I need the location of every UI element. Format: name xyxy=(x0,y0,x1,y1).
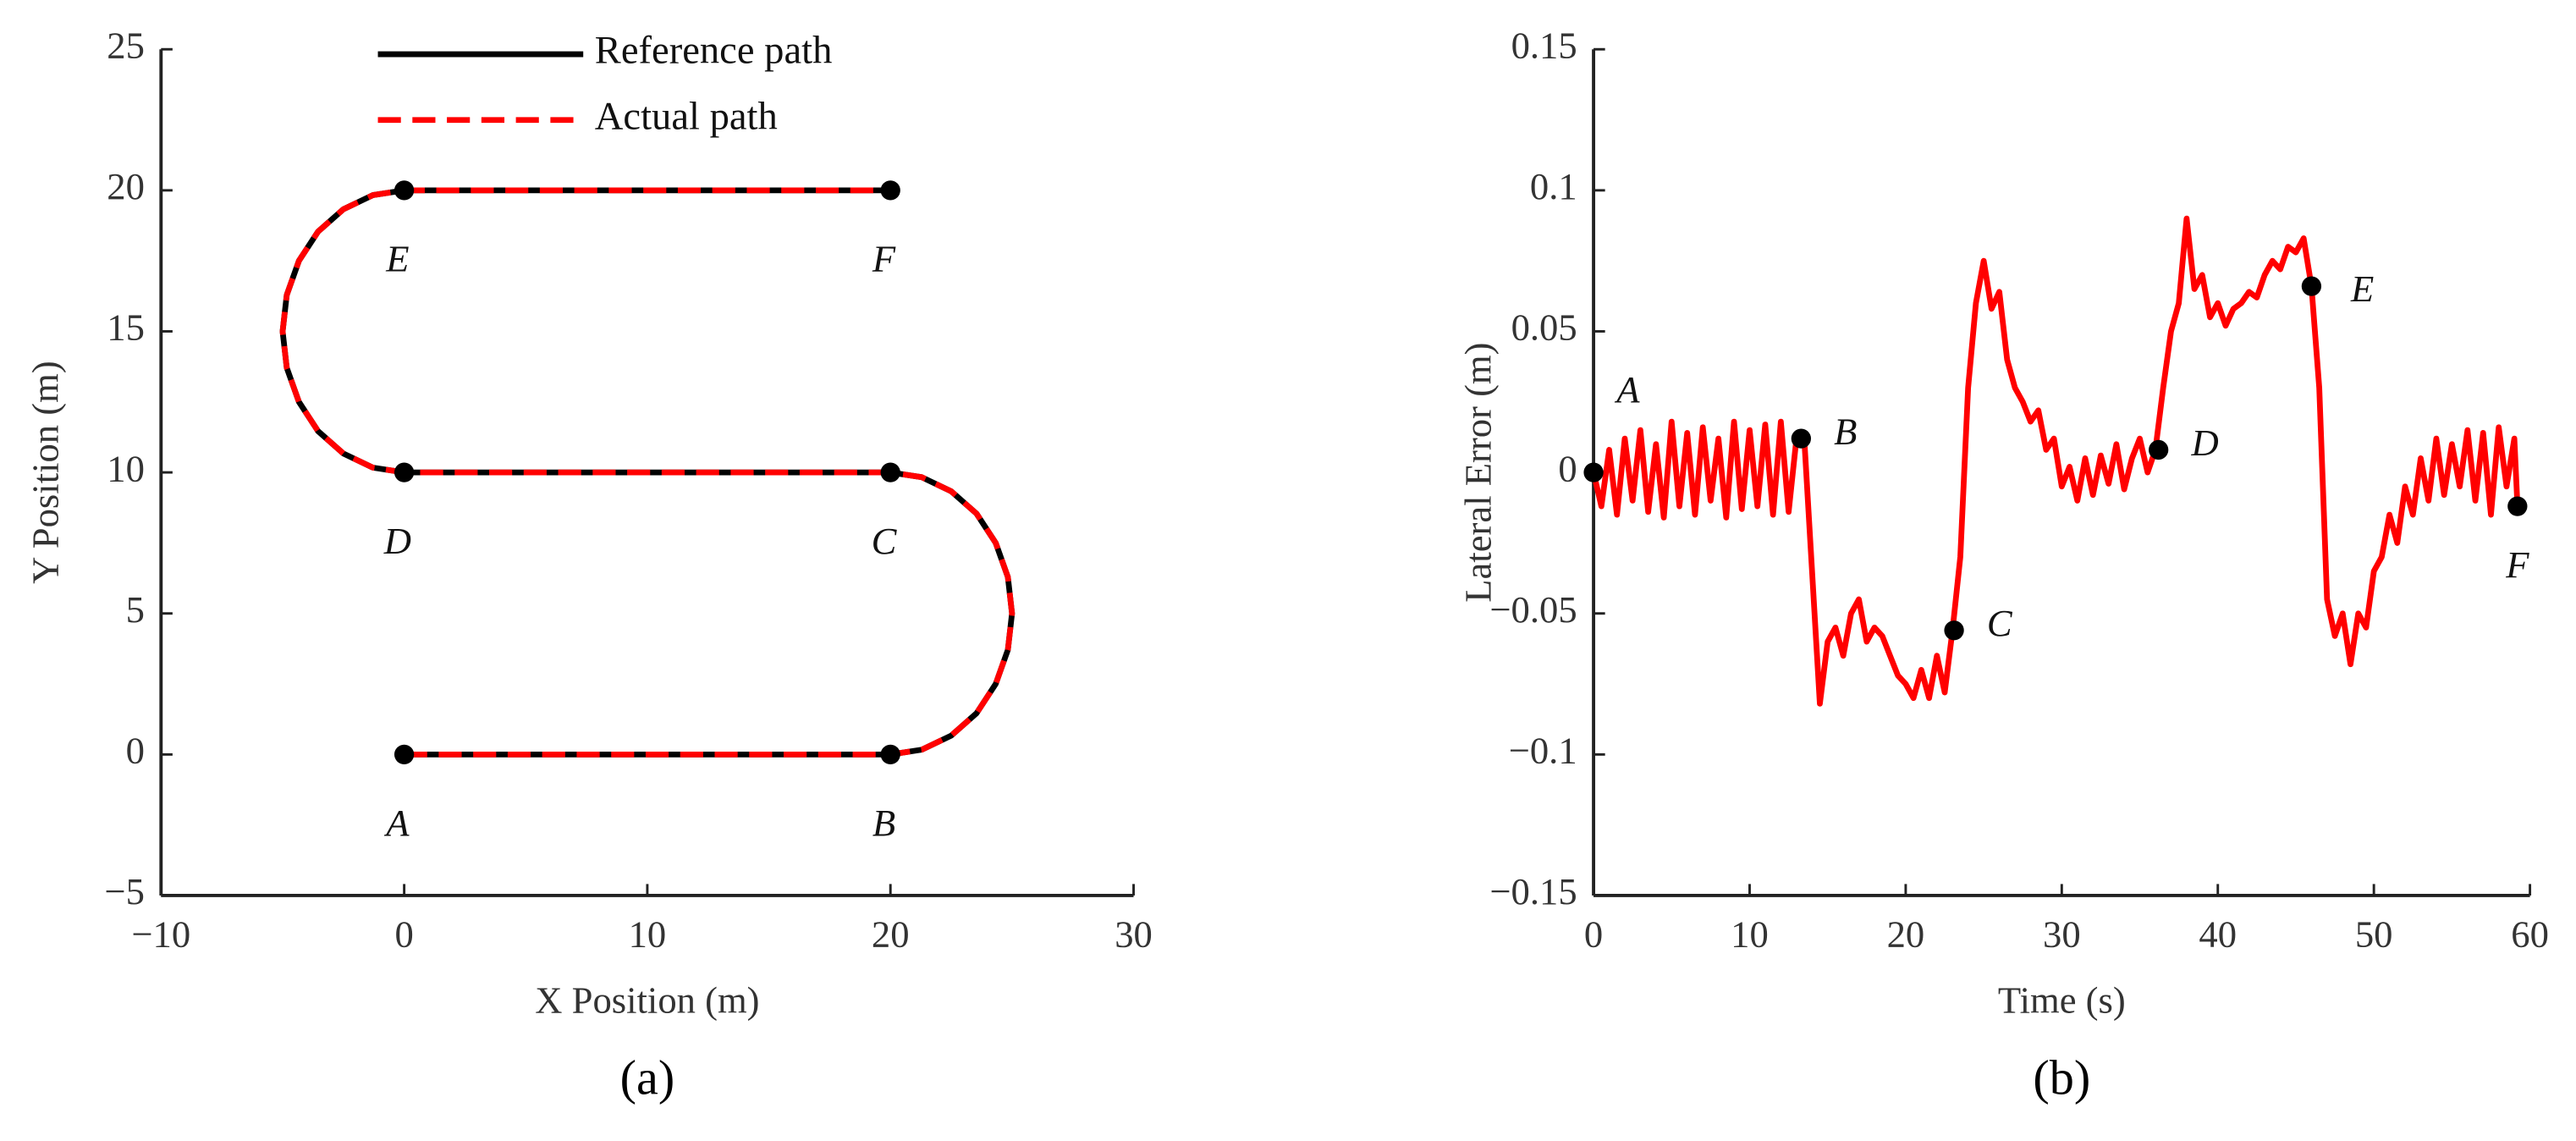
point-label: D xyxy=(2190,422,2218,464)
x-tick-label: 0 xyxy=(1584,913,1603,956)
point-marker xyxy=(1791,428,1811,449)
y-tick-label: 0.05 xyxy=(1511,306,1577,349)
point-label: B xyxy=(1834,410,1857,452)
panel-label: (a) xyxy=(620,1050,675,1105)
point-marker xyxy=(880,462,900,482)
y-tick-label: −0.05 xyxy=(1489,588,1577,631)
point-label: D xyxy=(383,520,411,562)
y-tick-label: 0 xyxy=(1558,447,1577,489)
point-label: C xyxy=(872,520,898,562)
point-marker xyxy=(394,180,415,201)
y-tick-label: 5 xyxy=(126,588,145,631)
y-tick-label: 20 xyxy=(107,165,145,207)
x-tick-label: 20 xyxy=(872,913,910,956)
point-marker xyxy=(394,462,415,482)
point-marker xyxy=(1583,462,1604,482)
point-marker xyxy=(2507,496,2528,516)
x-tick-label: 30 xyxy=(2043,913,2081,956)
y-tick-label: 0 xyxy=(126,730,145,772)
point-label: A xyxy=(1614,368,1640,411)
x-tick-label: 10 xyxy=(1731,913,1769,956)
point-label: F xyxy=(2505,543,2529,586)
x-axis-label: Time (s) xyxy=(1998,978,2126,1021)
x-tick-label: 10 xyxy=(629,913,667,956)
point-label: F xyxy=(872,238,896,280)
y-tick-label: −0.15 xyxy=(1489,870,1577,912)
point-label: B xyxy=(872,802,895,844)
y-tick-label: 0.1 xyxy=(1530,165,1577,207)
point-marker xyxy=(2301,276,2322,296)
legend-label: Actual path xyxy=(595,94,778,138)
y-axis-label: Y Position (m) xyxy=(25,361,67,584)
y-tick-label: 10 xyxy=(107,447,145,489)
x-tick-label: 40 xyxy=(2199,913,2237,956)
point-label: E xyxy=(2350,267,2374,310)
series-line xyxy=(279,187,1016,758)
x-axis-label: X Position (m) xyxy=(535,978,759,1021)
y-axis-label: Lateral Error (m) xyxy=(1456,342,1499,602)
point-marker xyxy=(2149,439,2169,460)
series-line xyxy=(1590,215,2521,707)
y-tick-label: 15 xyxy=(107,306,145,349)
y-tick-label: −0.1 xyxy=(1509,730,1577,772)
panel-label: (b) xyxy=(2033,1050,2090,1105)
x-tick-label: 30 xyxy=(1115,913,1153,956)
point-label: C xyxy=(1987,602,2013,644)
x-tick-label: 50 xyxy=(2355,913,2393,956)
x-tick-label: 60 xyxy=(2511,913,2549,956)
y-tick-label: 25 xyxy=(107,24,145,66)
point-marker xyxy=(394,744,415,765)
x-tick-label: 0 xyxy=(394,913,413,956)
point-marker xyxy=(1944,620,1964,641)
y-tick-label: −5 xyxy=(104,870,144,912)
legend-label: Reference path xyxy=(595,29,833,73)
x-tick-label: −10 xyxy=(131,913,190,956)
point-label: A xyxy=(383,802,410,844)
point-marker xyxy=(880,180,900,201)
point-label: E xyxy=(385,238,409,280)
y-tick-label: 0.15 xyxy=(1511,24,1577,66)
point-marker xyxy=(880,744,900,765)
x-tick-label: 20 xyxy=(1887,913,1925,956)
